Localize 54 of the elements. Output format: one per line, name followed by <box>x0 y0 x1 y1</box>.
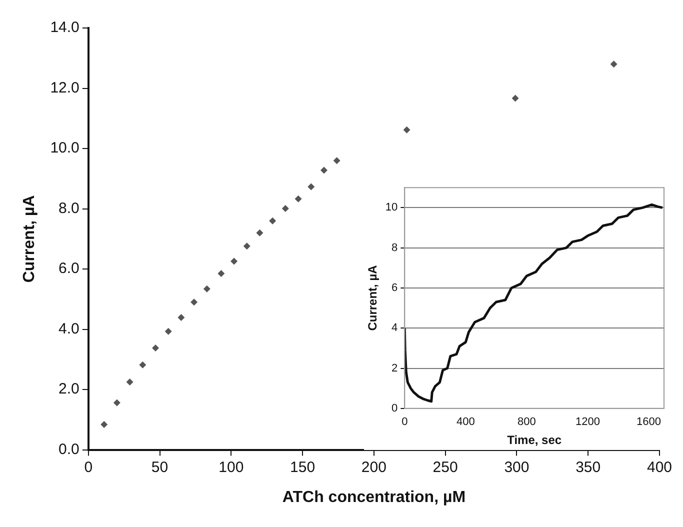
y-tick-label: 10.0 <box>50 140 80 157</box>
x-tick-label: 200 <box>361 458 386 476</box>
point <box>152 344 159 352</box>
point <box>139 361 146 368</box>
x-tick-label: 0 <box>402 416 408 428</box>
x-tick-label: 350 <box>576 458 601 476</box>
x-tick-label: 1200 <box>575 416 600 428</box>
y-tick-label: 14.0 <box>50 19 80 36</box>
point <box>203 285 210 292</box>
point <box>218 270 225 278</box>
y-tick-label: 10 <box>385 202 398 214</box>
x-tick-label: 400 <box>456 416 475 428</box>
y-tick-label: 6.0 <box>58 260 80 278</box>
point <box>610 60 618 68</box>
point <box>269 217 276 224</box>
y-tick-label: 12.0 <box>50 79 80 96</box>
x-tick-label: 800 <box>518 416 536 428</box>
x-axis-title: ATCh concentration, µM <box>282 488 466 506</box>
y-tick-label: 0 <box>392 402 398 414</box>
point <box>320 166 328 174</box>
x-tick-label: 1600 <box>636 416 661 428</box>
point <box>308 183 315 190</box>
point <box>333 157 340 164</box>
y-tick-label: 4.0 <box>58 320 80 338</box>
x-tick-label: 250 <box>432 458 458 476</box>
y-tick-label: 4 <box>392 322 398 334</box>
point <box>512 94 519 102</box>
y-tick-label: 6 <box>392 282 398 294</box>
x-tick-label: 50 <box>151 458 168 476</box>
y-tick-label: 8.0 <box>58 200 80 217</box>
point <box>243 242 250 250</box>
point <box>126 378 134 386</box>
x-tick-label: 100 <box>218 458 244 476</box>
y-tick-label: 2 <box>392 362 398 374</box>
point <box>164 328 172 335</box>
y-tick-label: 8 <box>392 242 398 254</box>
y-tick-label: 2.0 <box>58 380 80 398</box>
x-tick-label: 400 <box>646 458 672 476</box>
point <box>113 399 120 406</box>
point <box>294 195 302 202</box>
point <box>100 420 108 428</box>
point <box>256 229 264 236</box>
x-tick-label: 300 <box>504 458 530 476</box>
x-axis-title: Time, sec <box>507 433 562 448</box>
point <box>282 204 289 212</box>
point <box>403 126 410 134</box>
x-tick-label: 150 <box>290 458 316 476</box>
point <box>230 258 238 265</box>
x-tick-label: 0 <box>84 458 93 476</box>
point <box>178 314 185 322</box>
y-tick-label: 0.0 <box>58 440 80 458</box>
y-axis-title: Current, µA <box>366 264 380 331</box>
y-axis-title: Current, µA <box>21 194 38 283</box>
point <box>190 298 198 306</box>
